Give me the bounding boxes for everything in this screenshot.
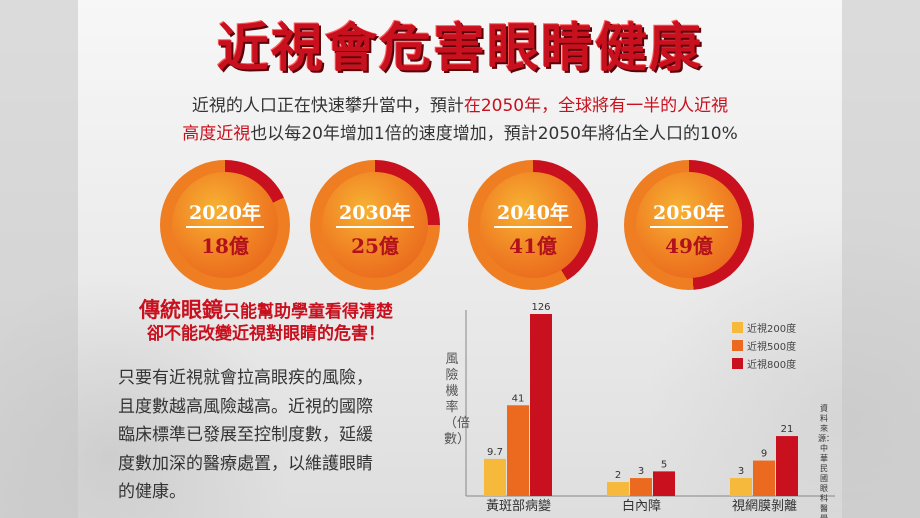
stat-value: 41億	[509, 234, 557, 258]
body-line: 度數加深的醫療處置，以維護眼睛	[118, 453, 373, 474]
body-line: 只要有近視就會拉高眼疾的風險，	[118, 368, 373, 388]
legend-swatch	[732, 358, 743, 369]
stat-circle-2040: 2040年 41億	[468, 160, 598, 290]
right-side-band	[842, 0, 920, 518]
body-line: 且度數越高風險越高。近視的國際	[118, 396, 373, 417]
stat-circle-2020: 2020年 18億	[160, 160, 290, 290]
stat-value: 25億	[351, 234, 399, 258]
body-paragraph: 只要有近視就會拉高眼疾的風險， 且度數越高風險越高。近視的國際 臨床標準已發展至…	[118, 364, 443, 507]
stat-circle-2050: 2050年 49億	[624, 160, 754, 290]
glasses-heading-rest: 只能幫助學童看得清楚	[223, 302, 393, 322]
bar-chart-canvas: 9.7 41 126 黃斑部病變 2 3 5 白內障 3 9 21 視網膜剝離	[465, 302, 835, 514]
legend-label: 近視200度	[747, 324, 797, 335]
intro-line-1: 近視的人口正在快速攀升當中，預計在2050年，全球將有一半的人近視	[120, 92, 800, 120]
category-label: 白內障	[622, 498, 661, 514]
intro-text: 近視的人口正在快速攀升當中，預計在2050年，全球將有一半的人近視 高度近視也以…	[120, 92, 800, 148]
stat-value: 18億	[201, 234, 249, 258]
stat-year: 2030年	[339, 202, 411, 224]
stat-divider	[336, 226, 414, 228]
bar-value-label: 126	[531, 302, 550, 313]
body-line: 的健康。	[118, 482, 186, 502]
body-line: 臨床標準已發展至控制度數，延緩	[118, 425, 373, 445]
legend-item-200: 近視200度	[732, 322, 796, 340]
bar	[630, 478, 652, 496]
bar	[507, 405, 529, 496]
intro-line-1-plain: 近視的人口正在快速攀升當中，預計	[191, 96, 464, 116]
bar	[484, 458, 506, 496]
legend-label: 近視500度	[747, 342, 797, 353]
intro-line-1-highlight: 在2050年，全球將有一半的人近視	[463, 96, 729, 116]
stat-divider	[494, 226, 572, 228]
intro-line-2-highlight: 高度近視	[182, 124, 251, 144]
stat-divider	[186, 226, 264, 228]
stat-divider	[650, 226, 728, 228]
left-side-band	[0, 0, 78, 518]
stat-year: 2040年	[497, 202, 569, 224]
stat-inner-disc: 2030年 25億	[322, 172, 428, 278]
chart-legend: 近視200度 近視500度 近視800度	[732, 322, 796, 376]
bar-value-label: 3	[638, 466, 644, 477]
chart-y-axis-label: 風險機率（倍數）	[444, 352, 471, 447]
bar-value-label: 9	[761, 449, 767, 460]
legend-item-800: 近視800度	[732, 358, 796, 376]
bar	[730, 478, 752, 496]
bar-value-label: 21	[781, 424, 794, 435]
bar-value-label: 3	[738, 466, 744, 477]
intro-line-2: 高度近視也以每20年增加1倍的速度增加，預計2050年將佔全人口的10%	[120, 120, 800, 148]
risk-bar-chart: 9.7 41 126 黃斑部病變 2 3 5 白內障 3 9 21 視網膜剝離 風險機率（倍數） 近視…	[440, 296, 840, 518]
stat-inner-disc: 2050年 49億	[636, 172, 742, 278]
stat-inner-disc: 2040年 41億	[480, 172, 586, 278]
legend-label: 近視800度	[747, 360, 797, 371]
bar	[530, 314, 552, 496]
source-note: 資料來源：中華民國眼科醫學會	[818, 404, 834, 518]
stat-inner-disc: 2020年 18億	[172, 172, 278, 278]
bar-value-label: 5	[661, 459, 667, 470]
category-label: 視網膜剝離	[732, 499, 797, 514]
stat-year: 2020年	[189, 202, 261, 224]
stat-circle-2030: 2030年 25億	[310, 160, 440, 290]
intro-line-2-plain: 也以每20年增加1倍的速度增加，預計2050年將佔全人口的10%	[250, 124, 738, 144]
bar-value-label: 2	[615, 470, 621, 481]
bar-value-label: 9.7	[487, 447, 503, 458]
glasses-heading: 傳統眼鏡只能幫助學童看得清楚	[96, 298, 436, 324]
glasses-heading-emphasis: 傳統眼鏡	[139, 298, 223, 322]
bar	[653, 471, 675, 496]
category-label: 黃斑部病變	[486, 498, 551, 514]
bar	[776, 436, 798, 496]
stat-year: 2050年	[653, 202, 725, 224]
legend-swatch	[732, 340, 743, 351]
glasses-heading-line-2: 卻不能改變近視對眼睛的危害！	[147, 324, 385, 344]
bar	[607, 482, 629, 496]
bar-value-label: 41	[512, 393, 525, 404]
legend-item-500: 近視500度	[732, 340, 796, 358]
legend-swatch	[732, 322, 743, 333]
bar	[753, 460, 775, 496]
stat-value: 49億	[665, 234, 713, 258]
page-title: 近視會危害眼睛健康	[216, 18, 703, 79]
